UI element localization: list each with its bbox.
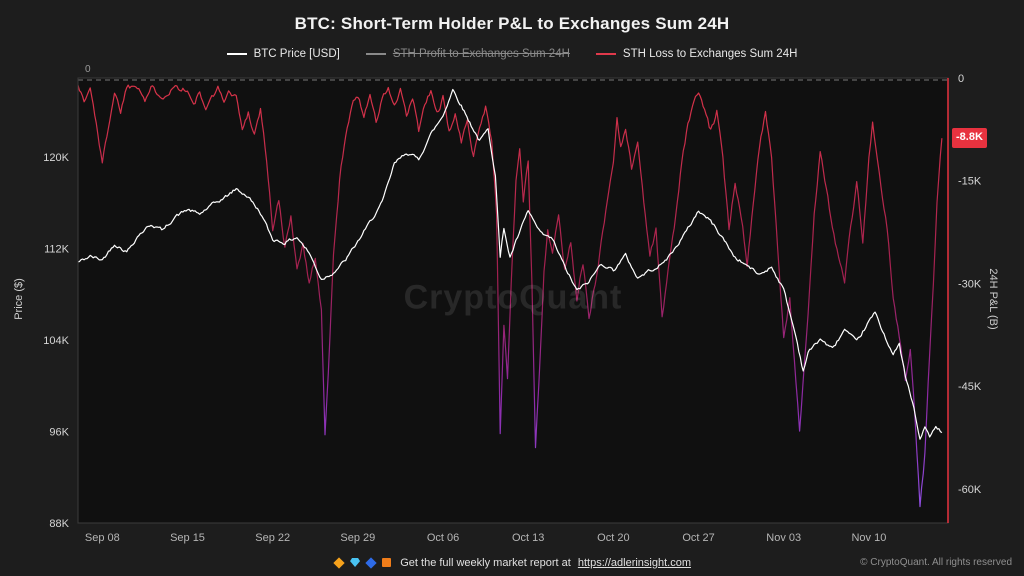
footer-report-message: Get the full weekly market report at htt… [0, 557, 1024, 569]
gem-icon [350, 558, 361, 567]
left-tick-label: 104K [43, 335, 69, 347]
legend-label-sth-profit: STH Profit to Exchanges Sum 24H [392, 48, 570, 60]
chart-title: BTC: Short-Term Holder P&L to Exchanges … [294, 14, 730, 33]
legend-item-sth-profit[interactable]: STH Profit to Exchanges Sum 24H [365, 48, 570, 60]
left-axis-title: Price ($) [13, 278, 25, 320]
x-tick-label: Oct 06 [427, 532, 459, 544]
plot-background [78, 78, 948, 523]
right-tick-label: -45K [958, 381, 982, 393]
left-tick-label: 88K [49, 518, 69, 530]
copyright-text: © CryptoQuant. All rights reserved [860, 557, 1012, 568]
book-icon [382, 558, 392, 567]
x-tick-label: Nov 10 [851, 532, 886, 544]
legend-item-btc-price[interactable]: BTC Price [USD] [226, 48, 340, 60]
right-axis-title: 24H P&L (B) [987, 268, 999, 330]
left-tick-label: 112K [44, 243, 70, 255]
orange-diamond-icon [333, 557, 345, 569]
sth-loss-line-swatch [595, 53, 616, 55]
legend-label-sth-loss: STH Loss to Exchanges Sum 24H [622, 48, 798, 60]
left-tick-label: 96K [49, 426, 69, 438]
left-tick-label: 120K [43, 152, 69, 164]
btc-price-line [77, 88, 943, 440]
legend-label-btc-price: BTC Price [USD] [253, 48, 340, 60]
footer-text: Get the full weekly market report at [400, 557, 571, 569]
x-tick-label: Sep 29 [340, 532, 375, 544]
legend: BTC Price [USD] STH Profit to Exchanges … [0, 48, 1024, 60]
x-tick-label: Oct 27 [682, 532, 714, 544]
sth-loss-line [77, 84, 943, 508]
x-tick-label: Sep 22 [255, 532, 290, 544]
x-tick-label: Sep 15 [170, 532, 205, 544]
right-tick-label: 0 [958, 73, 964, 85]
x-tick-label: Sep 08 [85, 532, 120, 544]
footer-link[interactable]: https://adlerinsight.com [577, 557, 691, 569]
right-tick-label: -15K [958, 176, 982, 188]
blue-diamond-icon [365, 557, 377, 569]
right-tick-label: -30K [958, 278, 982, 290]
last-value-badge: -8.8K [952, 128, 987, 148]
x-tick-label: Nov 03 [766, 532, 801, 544]
x-tick-label: Oct 13 [512, 532, 544, 544]
legend-item-sth-loss[interactable]: STH Loss to Exchanges Sum 24H [595, 48, 798, 60]
right-tick-label: -60K [958, 484, 982, 496]
btc-price-line-swatch [226, 53, 247, 55]
sth-profit-line-swatch [365, 53, 386, 55]
x-tick-label: Oct 20 [597, 532, 629, 544]
zero-line-label: 0 [85, 64, 91, 75]
